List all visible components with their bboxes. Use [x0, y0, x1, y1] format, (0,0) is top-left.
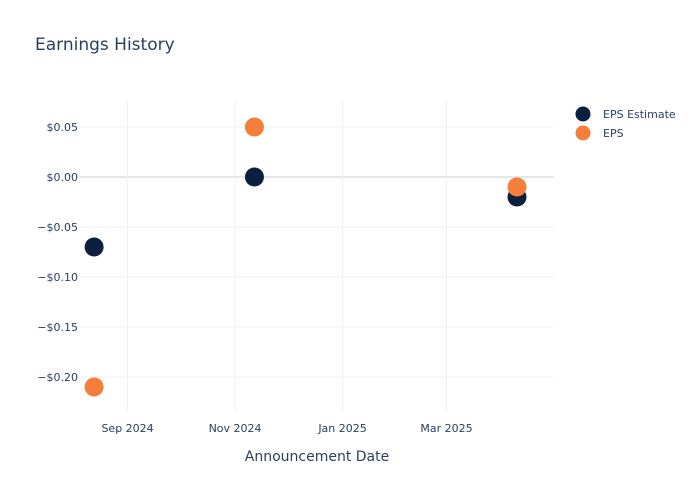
legend[interactable]: EPS Estimate EPS [575, 106, 676, 141]
eps-point[interactable] [84, 377, 104, 397]
legend-item[interactable]: EPS Estimate [575, 106, 676, 122]
data-points [84, 117, 527, 397]
x-tick-label: Nov 2024 [209, 422, 262, 435]
eps-estimate-point[interactable] [244, 167, 264, 187]
legend-label: EPS [603, 127, 624, 140]
legend-item[interactable]: EPS [575, 125, 624, 141]
y-tick-label: −$0.20 [37, 371, 78, 384]
x-axis-title: Announcement Date [245, 449, 389, 465]
legend-label: EPS Estimate [603, 108, 676, 121]
y-tick-label: −$0.15 [37, 321, 78, 334]
x-tick-label: Jan 2025 [317, 422, 366, 435]
eps-estimate-point[interactable] [84, 237, 104, 257]
x-tick-label: Sep 2024 [101, 422, 153, 435]
x-tick-label: Mar 2025 [420, 422, 472, 435]
y-tick-label: −$0.05 [37, 221, 78, 234]
y-tick-label: $0.00 [47, 171, 79, 184]
legend-marker [575, 125, 591, 141]
eps-point[interactable] [507, 177, 527, 197]
chart-title: Earnings History [35, 35, 175, 55]
y-tick-label: $0.05 [47, 121, 79, 134]
eps-point[interactable] [244, 117, 264, 137]
legend-marker [575, 106, 591, 122]
x-axis-ticks: Sep 2024 Nov 2024 Jan 2025 Mar 2025 [101, 422, 472, 435]
y-axis-ticks: $0.05 $0.00 −$0.05 −$0.10 −$0.15 −$0.20 [37, 121, 78, 384]
grid-lines [80, 100, 554, 412]
y-tick-label: −$0.10 [37, 271, 78, 284]
